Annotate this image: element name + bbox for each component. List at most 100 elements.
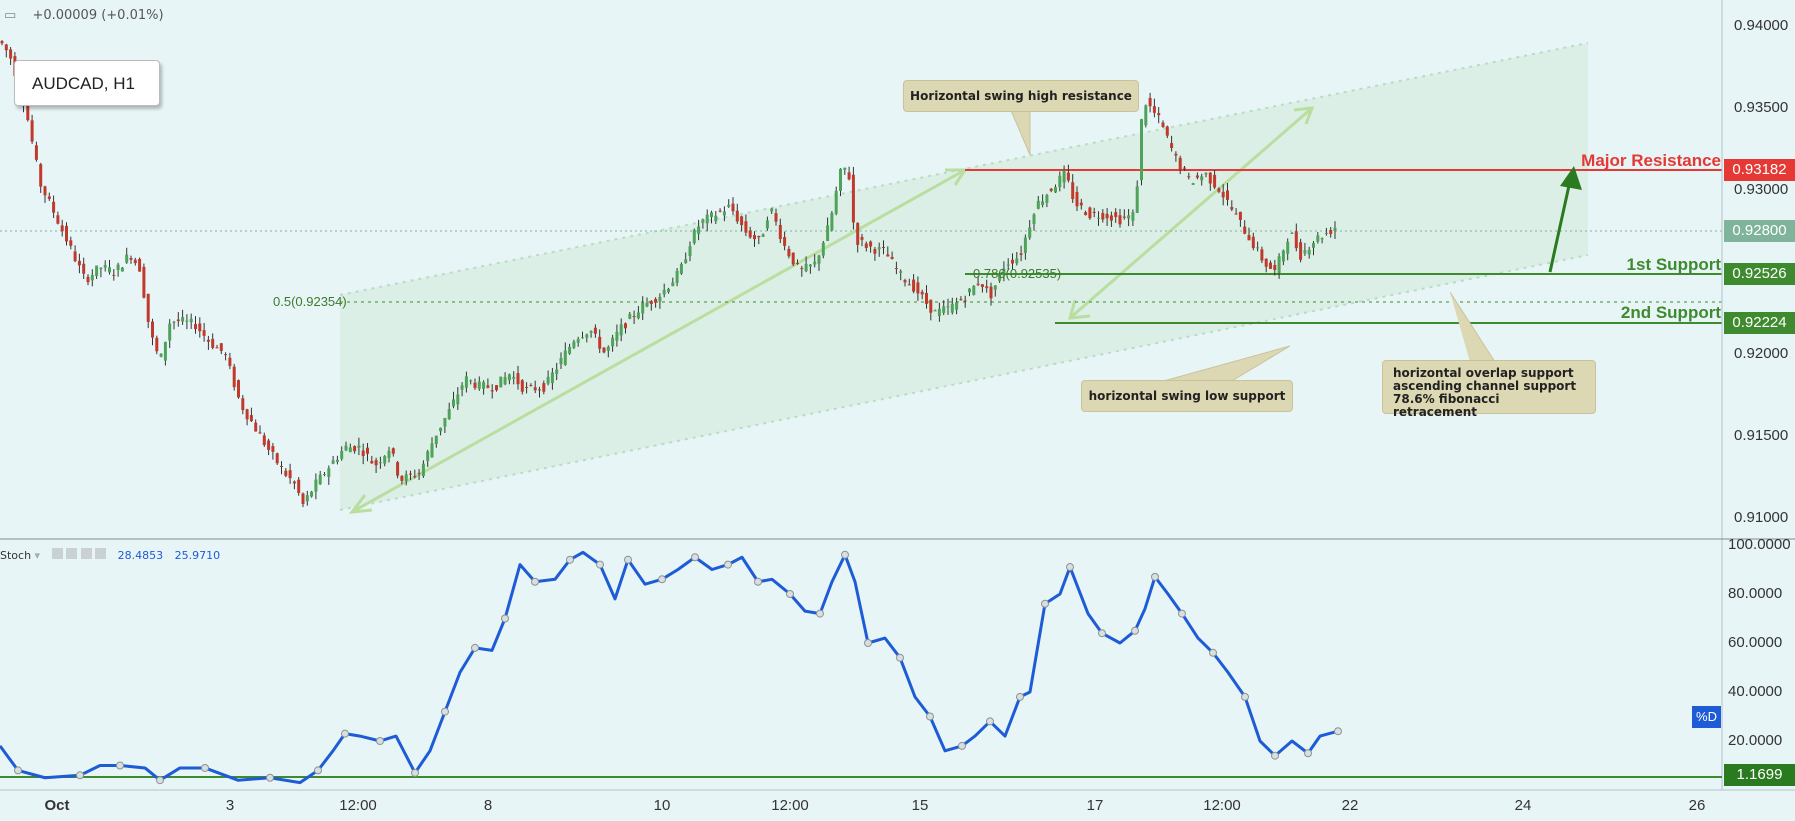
- candle-body: [189, 318, 193, 323]
- stoch-point: [341, 729, 349, 738]
- candle-body: [211, 338, 215, 348]
- first-support-price-tag: 0.92526: [1724, 263, 1795, 285]
- candle-body: [679, 264, 683, 274]
- price-axis-label: 0.94000: [1734, 17, 1789, 35]
- second-support-price-tag: 0.92224: [1724, 312, 1795, 334]
- candle-body: [1097, 217, 1100, 219]
- candle-body: [1324, 232, 1328, 234]
- candle-body: [1316, 235, 1320, 242]
- candle-body: [310, 491, 314, 497]
- candle-body: [138, 258, 142, 272]
- candle-body: [765, 220, 769, 229]
- swing-high-resistance-note[interactable]: Horizontal swing high resistance: [903, 80, 1139, 112]
- time-axis-label: 8: [483, 797, 493, 814]
- stoch-point: [76, 771, 84, 780]
- plus-icon[interactable]: [80, 548, 92, 559]
- candle-body: [1200, 176, 1204, 181]
- overlap-support-note-line-2: ascending channel support: [1393, 379, 1577, 393]
- stoch-point: [471, 643, 479, 652]
- candle-body: [1144, 105, 1148, 126]
- stoch-d-value: 25.9710: [174, 549, 221, 562]
- candle-body: [477, 381, 481, 389]
- stoch-point: [691, 553, 699, 562]
- candle-body: [168, 323, 172, 341]
- candle-body: [800, 268, 804, 270]
- candle-body: [886, 254, 890, 257]
- candle-body: [1049, 188, 1053, 191]
- candle-body: [568, 346, 572, 354]
- candle-body: [232, 366, 236, 388]
- candle-body: [370, 460, 374, 464]
- candle-body: [1084, 212, 1088, 216]
- candle-body: [1028, 227, 1032, 238]
- price-axis-label: 0.91500: [1734, 426, 1789, 444]
- candle-body: [920, 291, 924, 295]
- candle-body: [99, 267, 103, 270]
- major-resistance-label: Major Resistance: [1581, 151, 1721, 170]
- last-price-tag: 0.92800: [1724, 220, 1795, 242]
- candle-body: [447, 408, 451, 420]
- candle-body: [426, 451, 430, 461]
- candle-body: [705, 214, 709, 224]
- stoch-axis-label: 80.0000: [1728, 585, 1783, 602]
- ascending-channel: [340, 43, 1588, 510]
- eye-icon[interactable]: [51, 548, 63, 559]
- candle-body: [327, 468, 331, 477]
- candle-body: [735, 210, 739, 222]
- candle-body: [606, 346, 610, 351]
- time-axis-label: Oct: [44, 797, 70, 814]
- candle-body: [1157, 113, 1161, 116]
- candle-body: [529, 385, 533, 387]
- candle-body: [907, 284, 911, 286]
- overlap-support-note[interactable]: horizontal overlap support ascending cha…: [1382, 360, 1596, 419]
- stoch-point: [816, 609, 824, 618]
- candle-body: [452, 399, 455, 407]
- stoch-point: [441, 707, 449, 716]
- candle-body: [1260, 249, 1264, 261]
- stoch-point: [1066, 563, 1074, 572]
- candle-body: [1165, 126, 1169, 136]
- candle-body: [950, 303, 954, 313]
- candle-body: [783, 237, 787, 246]
- swing-arrow-2-head-b: [1293, 106, 1315, 125]
- stoch-point: [314, 766, 322, 775]
- close-icon[interactable]: [95, 548, 107, 559]
- candle-body: [525, 386, 529, 388]
- candle-body: [589, 330, 593, 333]
- candle-body: [671, 282, 675, 287]
- stoch-point: [596, 560, 604, 569]
- candle-body: [937, 308, 941, 317]
- candle-body: [417, 472, 421, 474]
- stoch-point: [156, 776, 164, 785]
- candle-body: [34, 145, 38, 160]
- candle-body: [9, 49, 13, 59]
- candle-body: [972, 285, 976, 296]
- swing-low-support-note[interactable]: horizontal swing low support: [1081, 380, 1293, 412]
- chevron-down-icon[interactable]: ▾: [34, 549, 41, 562]
- candle-body: [396, 462, 400, 476]
- candle-body: [254, 422, 258, 432]
- candle-body: [499, 376, 503, 388]
- candle-body: [90, 274, 94, 281]
- candle-body: [649, 301, 653, 304]
- candle-body: [839, 168, 842, 191]
- candle-body: [572, 341, 576, 348]
- candle-body: [542, 383, 546, 392]
- stoch-name[interactable]: Stoch: [0, 549, 32, 562]
- candle-body: [1238, 211, 1242, 220]
- candle-body: [1006, 264, 1010, 266]
- stoch-axis-label: 100.0000: [1728, 536, 1791, 553]
- candle-body: [1264, 258, 1268, 267]
- candle-body: [56, 215, 60, 224]
- gear-icon[interactable]: [66, 548, 78, 559]
- stoch-d-tag: %D: [1692, 706, 1721, 728]
- candle-body: [409, 473, 412, 475]
- candle-body: [400, 475, 404, 481]
- stoch-point: [501, 614, 509, 623]
- collapse-icon[interactable]: ▭: [4, 8, 17, 23]
- time-axis-label: 12:00: [1203, 797, 1241, 814]
- symbol-label[interactable]: AUDCAD, H1: [14, 60, 160, 106]
- stoch-point: [658, 575, 666, 584]
